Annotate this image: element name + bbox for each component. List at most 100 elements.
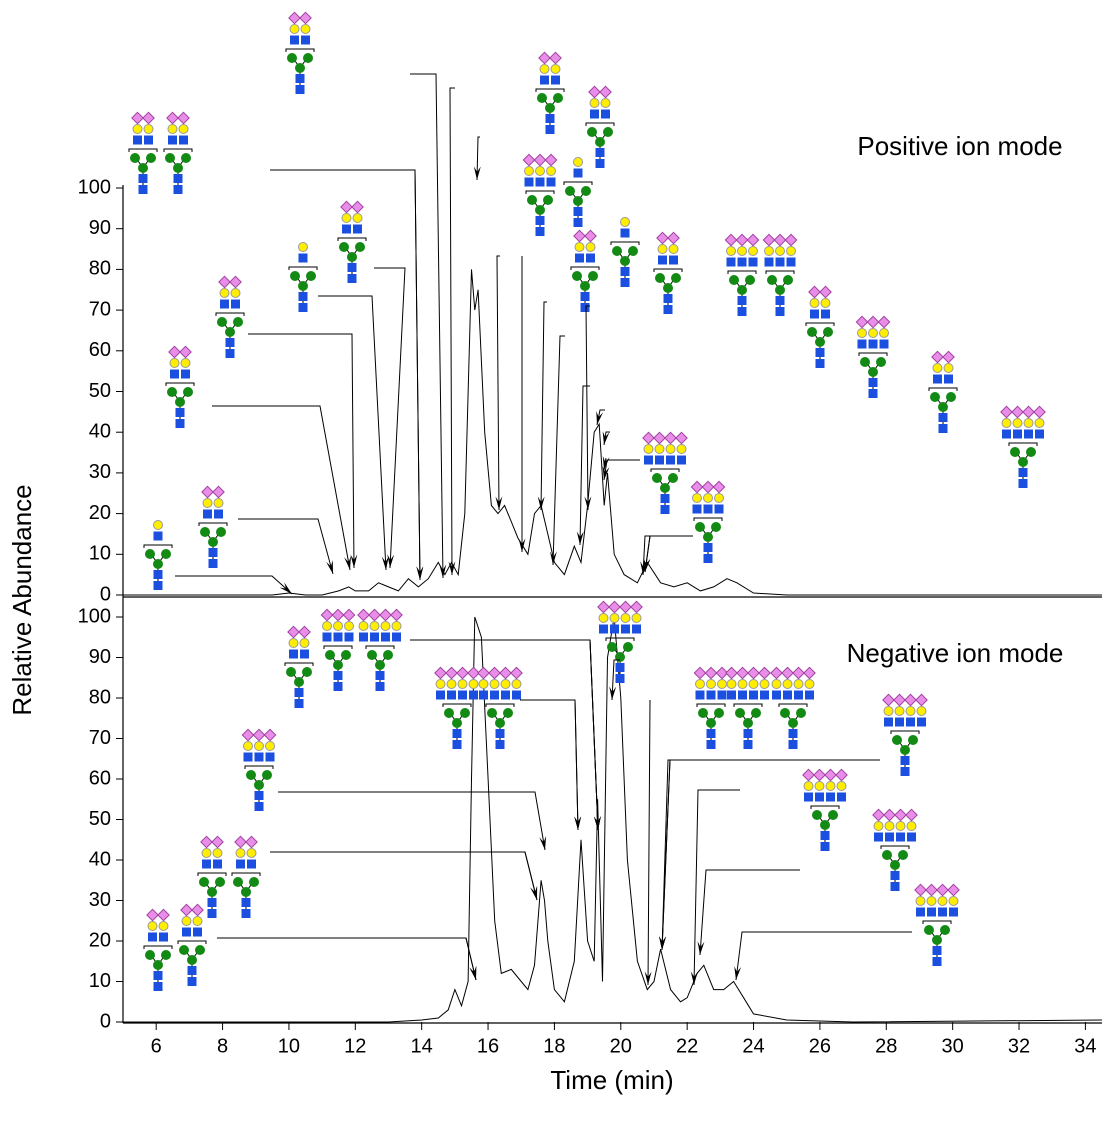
arrow-head — [439, 564, 447, 578]
neuac — [947, 883, 960, 897]
glcnac — [458, 690, 467, 700]
arrow-head — [350, 554, 358, 568]
glcnac — [144, 135, 153, 145]
y-axis-label: Relative Abundance — [7, 484, 37, 715]
neuac — [904, 693, 917, 707]
glcnac — [837, 792, 846, 802]
glcnac — [815, 792, 824, 802]
glycan-icon — [320, 608, 356, 691]
gal — [546, 166, 556, 176]
leader — [735, 931, 912, 981]
glcnac — [737, 296, 747, 305]
neuac — [894, 808, 907, 822]
gal — [181, 916, 192, 926]
glcnac — [703, 554, 713, 563]
neuac — [747, 666, 760, 680]
neuac — [522, 153, 536, 167]
glcnac — [254, 791, 264, 800]
man — [175, 397, 185, 407]
gal — [158, 921, 169, 931]
bracket — [653, 268, 683, 272]
glcnac — [655, 455, 664, 465]
glcnac — [917, 717, 926, 727]
man — [183, 387, 193, 397]
man — [711, 522, 721, 532]
gal — [180, 358, 191, 368]
glcnac — [573, 168, 583, 178]
gal — [573, 157, 583, 167]
glcnac — [153, 581, 163, 590]
neuac — [1011, 405, 1024, 419]
man — [908, 735, 918, 745]
glcnac — [1024, 429, 1033, 439]
glcnac — [173, 185, 183, 194]
arrow-head — [326, 560, 333, 574]
man — [181, 153, 191, 163]
gal — [289, 24, 300, 34]
gal — [254, 741, 264, 751]
glcnac — [868, 378, 878, 387]
neuac — [584, 229, 597, 243]
neuac — [131, 111, 144, 125]
bracket — [128, 148, 158, 152]
man — [553, 93, 563, 103]
x-tick-label: 24 — [742, 1035, 764, 1057]
man — [216, 527, 226, 537]
x-tick-label: 16 — [477, 1035, 499, 1057]
bracket — [198, 522, 228, 526]
neuac — [746, 233, 760, 247]
gal — [524, 166, 534, 176]
glcnac — [452, 740, 462, 749]
leader — [520, 699, 579, 831]
gal — [884, 821, 895, 831]
glcnac — [225, 349, 235, 358]
man — [729, 275, 739, 285]
glcnac — [236, 859, 245, 869]
y-tick-label: 70 — [89, 298, 111, 320]
gal — [948, 896, 959, 906]
glcnac — [580, 303, 590, 312]
neuac — [288, 11, 301, 25]
glcnac — [392, 632, 401, 642]
glcnac — [182, 927, 191, 937]
neuac — [667, 231, 680, 245]
man — [652, 473, 662, 483]
glycan-icon — [128, 111, 158, 194]
gal — [943, 363, 954, 373]
glcnac — [187, 977, 197, 986]
gal — [539, 64, 550, 74]
glcnac — [610, 624, 619, 634]
glcnac — [595, 159, 605, 168]
neuac — [883, 808, 896, 822]
glcnac — [545, 114, 555, 123]
glcnac — [220, 299, 229, 309]
man — [892, 735, 902, 745]
man — [807, 327, 817, 337]
glycan-icon — [434, 666, 480, 749]
neuac — [893, 693, 906, 707]
arrow-head — [596, 411, 604, 425]
glycan-icon — [805, 285, 835, 368]
neuac — [510, 666, 523, 680]
gal — [322, 621, 332, 631]
leader — [699, 869, 800, 956]
neuac — [298, 625, 311, 639]
neuac — [1022, 405, 1035, 419]
man — [930, 392, 940, 402]
arrow-head — [602, 431, 610, 445]
glcnac — [916, 907, 925, 917]
man — [572, 271, 582, 281]
gal — [446, 679, 457, 689]
bracket — [693, 517, 723, 521]
x-axis-label: Time (min) — [550, 1065, 673, 1095]
glcnac — [540, 75, 549, 85]
neuac — [942, 350, 955, 364]
neuac — [597, 600, 610, 614]
man — [179, 945, 189, 955]
gal — [169, 358, 180, 368]
gal — [915, 896, 926, 906]
neuac — [835, 768, 848, 782]
man — [1010, 447, 1020, 457]
glcnac — [1018, 468, 1028, 477]
neuac — [488, 666, 501, 680]
